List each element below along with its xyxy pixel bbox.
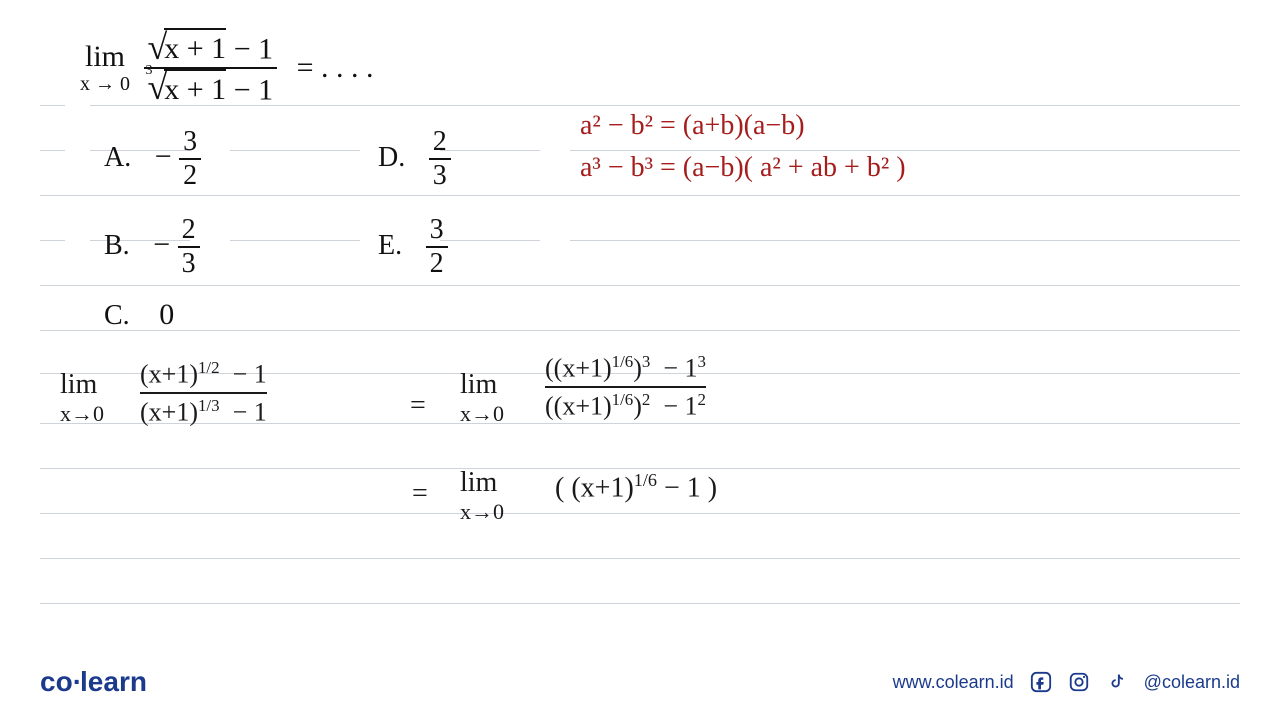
facebook-icon — [1030, 671, 1052, 693]
lim-sub: x → 0 — [80, 74, 130, 94]
brand-logo: co·learn — [40, 666, 147, 698]
numerator-tail: − 1 — [234, 33, 273, 66]
denominator-radicand: x + 1 — [164, 73, 226, 106]
work-step1-frac: (x+1)1/2 − 1 (x+1)1/3 − 1 — [140, 358, 267, 427]
instagram-icon — [1068, 671, 1090, 693]
choice-e: E. 3 2 — [378, 214, 448, 280]
work-equals-1: = — [410, 390, 426, 422]
identity-difference-squares: a² − b² = (a+b)(a−b) — [580, 110, 805, 142]
problem-limit: lim x → 0 √ x + 1 − 1 3 √ x + 1 − 1 — [80, 28, 374, 107]
equals-ellipsis: = . . . . — [297, 51, 374, 84]
footer-handle: @colearn.id — [1144, 672, 1240, 693]
choice-d: D. 2 3 — [378, 126, 451, 192]
work-equals-2: = — [412, 478, 428, 510]
cube-root-index: 3 — [146, 63, 153, 79]
work-step3-expr: ( (x+1)1/6 − 1 ) — [555, 470, 717, 504]
work-step2-lim: lim x→0 — [460, 370, 504, 425]
work-step3-lim: lim x→0 — [460, 468, 504, 523]
work-step1-lim: lim x→0 — [60, 370, 104, 425]
numerator-radicand: x + 1 — [164, 32, 226, 65]
footer-url: www.colearn.id — [893, 672, 1014, 693]
tiktok-icon — [1106, 671, 1128, 693]
identity-difference-cubes: a³ − b³ = (a−b)( a² + ab + b² ) — [580, 152, 906, 184]
lim-label: lim — [85, 42, 125, 72]
choice-c: C. 0 — [104, 298, 174, 332]
work-step2-frac: ((x+1)1/6)3 − 13 ((x+1)1/6)2 − 12 — [545, 352, 706, 421]
choice-b: B. − 2 3 — [104, 214, 200, 280]
footer: co·learn www.colearn.id @colearn.id — [40, 666, 1240, 698]
choice-a: A. − 3 2 — [104, 126, 201, 192]
denominator-tail: − 1 — [234, 73, 273, 106]
